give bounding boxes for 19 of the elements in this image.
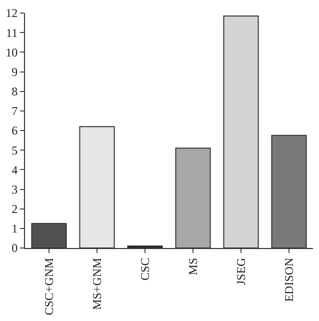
y-tick-label: 5 [12, 143, 18, 158]
x-tick-label: CSC [138, 258, 152, 280]
x-tick-label: EDISON [282, 257, 296, 302]
y-tick-label: 8 [12, 84, 18, 99]
y-tick-label: 3 [12, 182, 18, 196]
y-tick-label: 9 [12, 64, 18, 79]
x-tick-label: MS [186, 258, 200, 276]
y-tick-label: 4 [12, 162, 18, 177]
y-tick-label: 2 [12, 202, 18, 216]
y-tick-label: 11 [6, 26, 18, 40]
y-tick-label: 12 [6, 6, 18, 20]
x-tick-label: MS+GNM [90, 257, 104, 310]
y-tick-label: 10 [6, 45, 18, 60]
x-tick-label: CSC+GNM [42, 257, 56, 316]
y-tick-label: 1 [12, 222, 18, 236]
x-tick-label: JSEG [234, 257, 248, 286]
y-tick-label: 0 [12, 241, 18, 256]
y-tick-label: 7 [12, 104, 18, 118]
y-tick-label: 6 [12, 124, 18, 138]
